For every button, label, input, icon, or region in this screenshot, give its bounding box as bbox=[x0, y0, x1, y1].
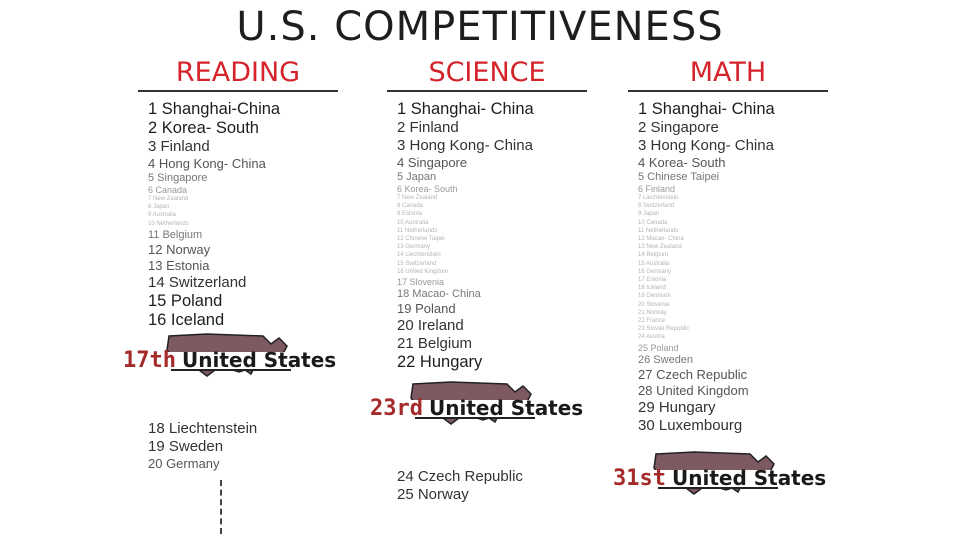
rank-item: 11 Netherlands bbox=[638, 227, 679, 234]
rank-item: 6 Canada bbox=[148, 185, 188, 195]
rank-item: 17 Slovenia bbox=[397, 277, 445, 287]
rank-item: 2 Finland bbox=[397, 119, 459, 136]
rank-item: 7 New Zealand bbox=[148, 196, 189, 202]
rank-item: 5 Chinese Taipei bbox=[638, 171, 720, 183]
rank-item: 13 New Zealand bbox=[638, 244, 682, 251]
rank-item: 23 Slovak Republic bbox=[638, 326, 690, 333]
rank-item: 4 Hong Kong- China bbox=[148, 156, 266, 171]
rank-item: 30 Luxembourg bbox=[638, 416, 743, 434]
rank-item: 20 Ireland bbox=[397, 317, 464, 334]
page-title: U.S. COMPETITIVENESS bbox=[236, 4, 724, 50]
rank-item: 18 Iceland bbox=[638, 285, 666, 292]
rank-item: 9 Australia bbox=[148, 212, 177, 219]
rank-item: 20 Germany bbox=[148, 456, 220, 471]
rank-item: 14 Liechtenstein bbox=[397, 252, 441, 259]
rank-item: 5 Singapore bbox=[148, 172, 208, 184]
us-rank-label: 23rd United States bbox=[370, 396, 583, 421]
rank-item: 6 Finland bbox=[638, 184, 676, 194]
rank-item: 19 Denmark bbox=[638, 293, 671, 300]
us-country-name: United States bbox=[181, 348, 337, 372]
science-column: SCIENCE 1 Shanghai- China 2 Finland 3 Hong… bbox=[370, 58, 587, 503]
rank-item: 25 Poland bbox=[638, 342, 679, 353]
rank-item: 25 Norway bbox=[397, 486, 469, 503]
rank-item: 22 Hungary bbox=[397, 353, 483, 371]
rank-item: 1 Shanghai- China bbox=[638, 100, 775, 118]
rank-item: 2 Singapore bbox=[638, 119, 719, 136]
rank-item: 9 Japan bbox=[638, 211, 660, 218]
rank-item: 4 Singapore bbox=[397, 155, 468, 170]
rank-item: 8 Switzerland bbox=[638, 203, 675, 210]
rank-item: 24 Czech Republic bbox=[397, 468, 523, 485]
rank-item: 10 Australia bbox=[397, 219, 429, 226]
rank-item: 20 Slovenia bbox=[638, 301, 670, 308]
rank-item: 26 Sweden bbox=[638, 353, 694, 366]
rank-item: 2 Korea- South bbox=[148, 119, 259, 137]
rank-item: 19 Sweden bbox=[148, 438, 224, 455]
rank-item: 12 Chinese Taipei bbox=[397, 236, 445, 242]
rank-item: 19 Poland bbox=[397, 301, 456, 316]
rank-item: 10 Canada bbox=[638, 219, 668, 226]
continuation-dotted-line bbox=[220, 480, 224, 534]
rank-item: 14 Belgium bbox=[638, 252, 669, 259]
us-rank-label: 31st United States bbox=[613, 466, 826, 491]
rank-item: 12 Norway bbox=[148, 241, 211, 257]
rank-item: 7 Liechtenstein bbox=[638, 195, 679, 201]
united-states-highlight: 23rd United States bbox=[370, 378, 587, 458]
rank-item: 9 Estonia bbox=[397, 211, 423, 218]
us-rank-label: 17th United States bbox=[123, 348, 336, 373]
rank-item: 15 Switzerland bbox=[397, 260, 437, 267]
rank-item: 18 Liechtenstein bbox=[148, 420, 258, 437]
rank-item: 6 Korea- South bbox=[397, 184, 458, 194]
rank-item: 3 Finland bbox=[148, 138, 210, 155]
rank-item: 3 Hong Kong- China bbox=[397, 137, 533, 154]
rank-item: 29 Hungary bbox=[638, 398, 716, 416]
us-country-name: United States bbox=[428, 396, 584, 420]
rank-item: 16 Germany bbox=[638, 268, 672, 275]
rank-item: 11 Belgium bbox=[148, 228, 203, 241]
us-rank: 17th bbox=[123, 348, 176, 373]
rank-item: 11 Netherlands bbox=[397, 227, 438, 234]
rank-item: 21 Norway bbox=[638, 309, 667, 316]
usa-map-icon bbox=[407, 381, 537, 425]
rank-item: 24 Austria bbox=[638, 334, 665, 341]
united-states-highlight: 17th United States bbox=[123, 330, 338, 410]
rank-item: 22 France bbox=[638, 318, 666, 324]
rank-item: 16 Iceland bbox=[148, 310, 225, 329]
rank-item: 21 Belgium bbox=[397, 335, 473, 352]
rank-item: 8 Canada bbox=[397, 203, 424, 210]
us-rank: 31st bbox=[613, 466, 666, 491]
reading-column: READING 1 Shanghai-China 2 Korea- South 3 … bbox=[123, 58, 338, 471]
rank-item: 13 Germany bbox=[397, 244, 431, 251]
rank-item: 3 Hong Kong- China bbox=[638, 137, 774, 154]
united-states-highlight: 31st United States bbox=[613, 448, 828, 528]
rank-item: 4 Korea- South bbox=[638, 155, 726, 170]
rank-item: 7 New Zealand bbox=[397, 195, 438, 201]
rank-item: 10 Netherlands bbox=[148, 220, 189, 227]
math-heading: MATH bbox=[628, 58, 828, 92]
rank-item: 8 Japan bbox=[148, 204, 170, 211]
rank-item: 13 Estonia bbox=[148, 257, 210, 273]
usa-map-icon bbox=[163, 333, 293, 377]
rank-item: 15 Poland bbox=[148, 291, 223, 310]
us-country-name: United States bbox=[671, 466, 827, 490]
reading-heading: READING bbox=[138, 58, 338, 92]
rank-item: 12 Macao- China bbox=[638, 236, 684, 242]
rank-item: 5 Japan bbox=[397, 171, 437, 183]
rank-item: 27 Czech Republic bbox=[638, 366, 748, 382]
rank-item: 18 Macao- China bbox=[397, 288, 481, 300]
rank-item: 14 Switzerland bbox=[148, 273, 247, 291]
rank-item: 17 Estonia bbox=[638, 277, 667, 283]
rank-item: 1 Shanghai- China bbox=[397, 100, 534, 118]
rank-item: 15 Australia bbox=[638, 260, 670, 267]
usa-map-icon bbox=[650, 451, 780, 495]
rank-item: 1 Shanghai-China bbox=[148, 100, 281, 118]
science-heading: SCIENCE bbox=[387, 58, 587, 92]
math-column: MATH 1 Shanghai- China 2 Singapore 3 Hong … bbox=[613, 58, 828, 495]
us-rank: 23rd bbox=[370, 396, 423, 421]
rank-item: 16 United Kingdom bbox=[397, 268, 449, 275]
rank-item: 28 United Kingdom bbox=[638, 382, 749, 398]
